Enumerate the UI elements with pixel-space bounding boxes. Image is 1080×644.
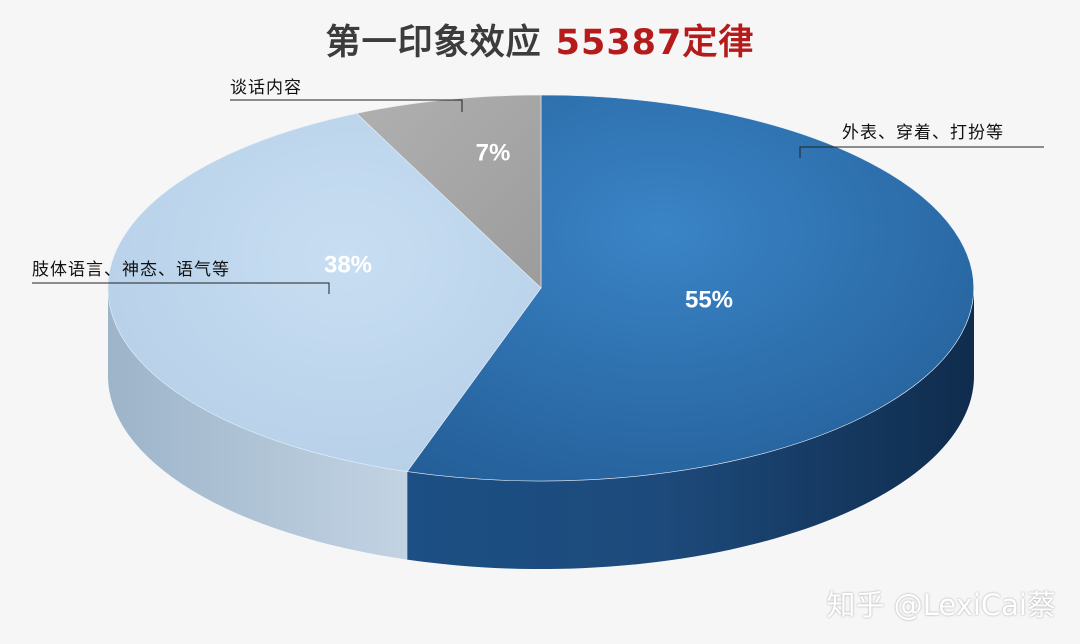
- chart-title: 第一印象效应 55387定律: [0, 14, 1080, 65]
- leader-line-1: [799, 146, 1044, 158]
- pie-slice-2: [107, 113, 542, 472]
- slice-value-label-2: 38%: [324, 251, 372, 278]
- pie-side-2: [107, 288, 408, 560]
- category-label-3: 谈话内容: [230, 78, 302, 98]
- title-main: 第一印象效应: [325, 23, 542, 63]
- title-highlight: 55387定律: [555, 23, 755, 63]
- leader-line-3: [230, 99, 463, 112]
- category-label-1: 外表、穿着、打扮等: [842, 123, 1004, 143]
- leader-line-2: [32, 282, 330, 294]
- pie-slice-1: [406, 94, 974, 482]
- watermark: 知乎 @LexiCai蔡: [826, 588, 1057, 622]
- slice-value-label-3: 7%: [476, 139, 511, 166]
- category-label-2: 肢体语言、神态、语气等: [32, 260, 230, 280]
- slice-value-label-1: 55%: [685, 286, 733, 313]
- pie-side-1: [407, 288, 975, 570]
